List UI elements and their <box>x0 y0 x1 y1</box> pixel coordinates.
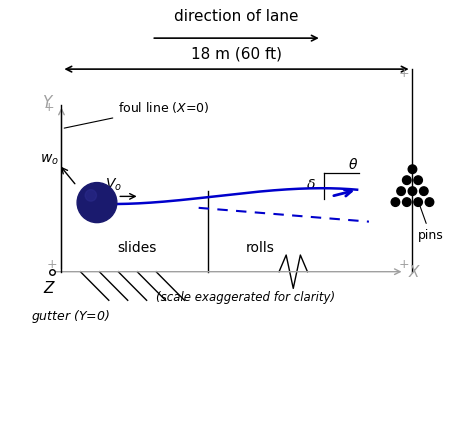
Text: $Z$: $Z$ <box>43 280 56 296</box>
Text: pins: pins <box>418 205 443 242</box>
Text: +: + <box>47 257 57 271</box>
Text: 18 m (60 ft): 18 m (60 ft) <box>191 47 282 62</box>
Circle shape <box>420 187 428 196</box>
Circle shape <box>397 187 405 196</box>
Circle shape <box>77 183 117 223</box>
Circle shape <box>414 198 422 206</box>
Text: $V_o$: $V_o$ <box>105 177 122 193</box>
Text: $X$: $X$ <box>408 264 421 280</box>
Circle shape <box>391 198 400 206</box>
Text: $Y$: $Y$ <box>42 94 54 111</box>
Text: rolls: rolls <box>245 241 275 255</box>
Text: (scale exaggerated for clarity): (scale exaggerated for clarity) <box>157 291 335 305</box>
Text: $\theta$: $\theta$ <box>348 157 359 172</box>
Text: +: + <box>44 101 54 114</box>
Text: +: + <box>399 67 410 80</box>
Circle shape <box>403 176 411 184</box>
Text: foul line ($X$=0): foul line ($X$=0) <box>64 100 210 128</box>
Text: $\delta$: $\delta$ <box>306 178 315 192</box>
Circle shape <box>85 190 96 201</box>
Circle shape <box>414 176 422 184</box>
Text: slides: slides <box>117 241 157 255</box>
Text: $w_o$: $w_o$ <box>40 152 59 167</box>
Text: +: + <box>399 258 410 271</box>
Text: direction of lane: direction of lane <box>174 9 299 24</box>
Circle shape <box>408 165 417 173</box>
Circle shape <box>403 198 411 206</box>
Circle shape <box>425 198 434 206</box>
Circle shape <box>408 187 417 196</box>
Text: gutter ($Y$=0): gutter ($Y$=0) <box>31 308 111 326</box>
